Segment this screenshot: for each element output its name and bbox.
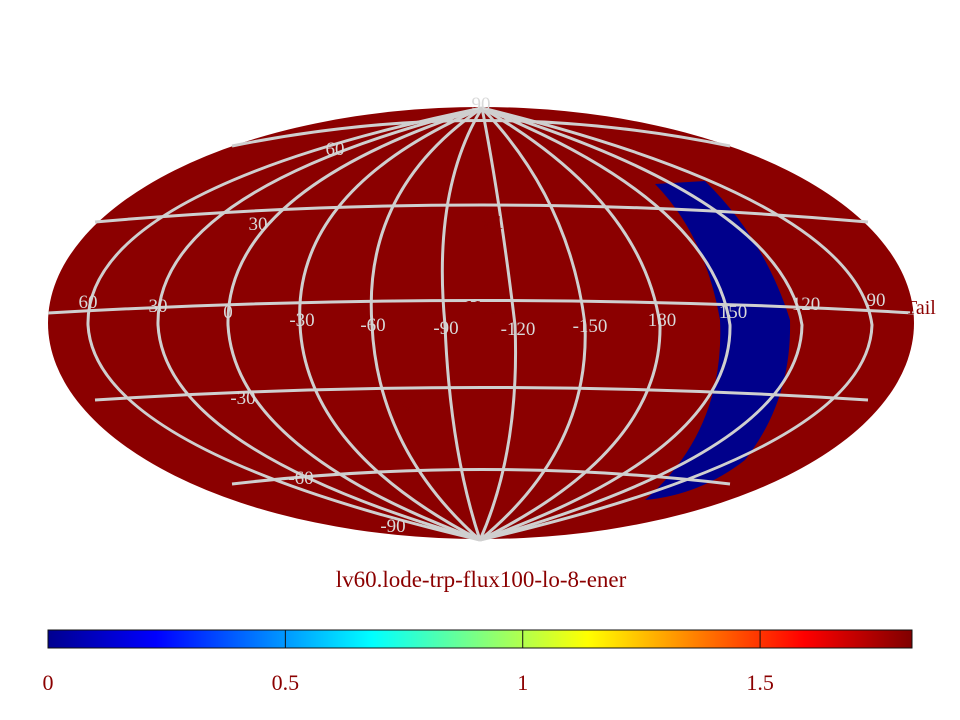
meridian-h bbox=[479, 106, 587, 542]
latitude-labels: 90 60 30 -30 -60 -90 bbox=[230, 94, 490, 537]
graticule bbox=[47, 106, 915, 542]
meridian-a bbox=[86, 106, 483, 542]
markers: V1 V2 Nose Tail bbox=[400, 212, 936, 419]
v1-marker bbox=[476, 231, 484, 241]
lat-label: 90 bbox=[472, 94, 491, 115]
lat-label: -30 bbox=[230, 388, 255, 409]
lon-label: 60 bbox=[79, 292, 98, 313]
lon-label: 0 bbox=[223, 302, 233, 323]
parallel-60s bbox=[231, 468, 731, 486]
parallel-30n bbox=[94, 203, 869, 224]
v1-label: V1 bbox=[479, 212, 503, 234]
lon-label: 30 bbox=[149, 296, 168, 317]
tail-marker bbox=[902, 318, 910, 328]
lon-label: -120 bbox=[501, 319, 536, 340]
meridian-b bbox=[156, 106, 483, 542]
meridian-k bbox=[479, 106, 804, 542]
colorbar-gradient bbox=[47, 629, 913, 649]
meridian-j bbox=[479, 106, 732, 542]
lon-label: 150 bbox=[719, 302, 748, 323]
meridian-l bbox=[479, 106, 874, 542]
parallel-30s bbox=[94, 386, 869, 402]
tail-label: Tail bbox=[905, 297, 936, 319]
lon-label: -150 bbox=[573, 316, 608, 337]
nose-label: Nose bbox=[466, 297, 507, 319]
longitude-labels: 60 30 0 -30 -60 -90 -120 -150 180 150 12… bbox=[79, 290, 886, 340]
meridian-i bbox=[479, 106, 662, 542]
lat-label: 30 bbox=[249, 214, 268, 235]
lon-label: -60 bbox=[360, 315, 385, 336]
colorbar-tick-label: 0.5 bbox=[272, 670, 300, 695]
colorbar: 0 0.5 1 1.5 bbox=[43, 629, 913, 695]
lon-label: -90 bbox=[433, 318, 458, 339]
parallel-0 bbox=[47, 299, 915, 315]
lon-label: -30 bbox=[289, 310, 314, 331]
colorbar-ticks bbox=[284, 630, 761, 648]
parallel-60n bbox=[231, 119, 731, 148]
v2-label: V2 bbox=[400, 397, 424, 419]
lat-label: 60 bbox=[326, 139, 345, 160]
meridian-f bbox=[440, 107, 484, 541]
colorbar-tick-label: 1 bbox=[517, 670, 528, 695]
meridian-d bbox=[298, 106, 483, 542]
lon-label: 90 bbox=[867, 290, 886, 311]
lon-label: 180 bbox=[648, 310, 677, 331]
colorbar-tick-labels: 0 0.5 1 1.5 bbox=[43, 670, 774, 695]
colorbar-tick-label: 0 bbox=[43, 670, 54, 695]
meridian-g bbox=[478, 107, 518, 541]
meridian-c bbox=[226, 106, 483, 542]
lon-label: 120 bbox=[792, 294, 821, 315]
colorbar-tick-label: 1.5 bbox=[746, 670, 774, 695]
lat-label: -90 bbox=[380, 516, 405, 537]
lat-label: -60 bbox=[288, 468, 313, 489]
map-title: lv60.lode-trp-flux100-lo-8-ener bbox=[336, 567, 627, 592]
meridian-e bbox=[369, 106, 483, 542]
low-flux-region bbox=[645, 181, 791, 500]
